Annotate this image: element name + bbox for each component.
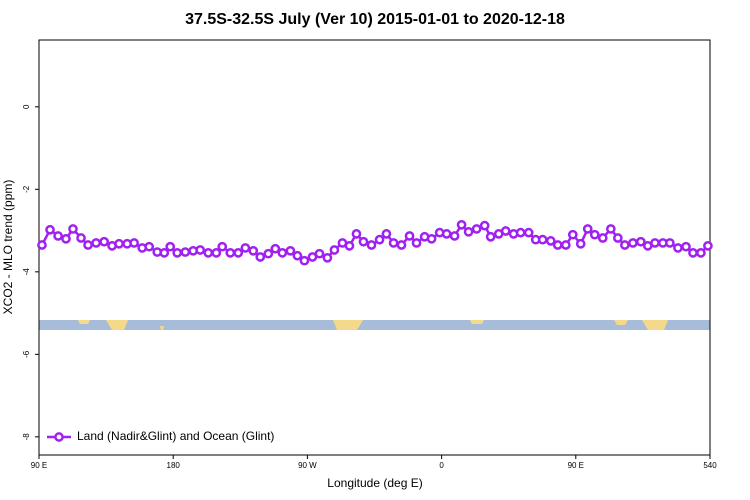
data-point <box>560 240 571 250</box>
data-point <box>277 248 288 258</box>
data-point <box>203 248 214 258</box>
data-point <box>240 243 251 253</box>
data-point <box>628 238 638 248</box>
x-tick-label: 0 <box>439 461 444 470</box>
data-point <box>665 238 675 248</box>
y-tick-label: -8 <box>22 433 31 441</box>
data-point <box>485 231 496 242</box>
data-point <box>225 248 236 258</box>
data-point <box>673 243 683 253</box>
data-point <box>523 227 534 238</box>
x-tick-label: 90 E <box>568 461 584 470</box>
data-point <box>195 245 206 255</box>
data-point <box>612 233 623 243</box>
data-point <box>426 233 437 244</box>
legend-label: Land (Nadir&Glint) and Ocean (Glint) <box>77 429 274 443</box>
data-point <box>589 229 600 240</box>
data-point <box>404 231 415 241</box>
data-point <box>396 240 407 250</box>
y-tick-label: -4 <box>22 268 31 276</box>
data-point <box>129 238 139 248</box>
data-point <box>515 227 526 238</box>
y-tick-label: -6 <box>22 350 31 358</box>
data-point <box>381 229 392 239</box>
data-point <box>53 231 63 241</box>
data-point <box>159 248 170 258</box>
data-point <box>605 224 616 234</box>
data-point <box>635 236 646 247</box>
data-point <box>696 248 706 258</box>
data-point <box>144 241 155 252</box>
data-point <box>37 240 47 250</box>
data-point <box>99 236 110 247</box>
data-point <box>322 252 333 263</box>
data-point <box>567 229 578 240</box>
data-point <box>552 240 563 250</box>
data-point <box>537 234 548 245</box>
y-tick-label: 0 <box>22 104 31 109</box>
data-point <box>688 248 698 258</box>
data-point <box>263 248 274 259</box>
data-point <box>703 240 713 251</box>
data-point <box>172 248 183 258</box>
data-point <box>545 236 556 246</box>
y-tick-label: -2 <box>22 185 31 193</box>
data-point <box>299 255 310 266</box>
data-point <box>76 233 86 243</box>
data-point <box>270 243 281 254</box>
data-point <box>83 240 93 250</box>
data-point <box>374 234 385 245</box>
chart-title: 37.5S-32.5S July (Ver 10) 2015-01-01 to … <box>185 11 565 28</box>
data-point <box>180 247 191 257</box>
data-point <box>582 224 593 234</box>
map-strip <box>39 320 710 330</box>
data-point <box>314 248 325 259</box>
data-point <box>620 240 630 250</box>
data-point <box>358 236 369 247</box>
data-point <box>456 219 467 230</box>
data-point <box>217 241 228 252</box>
data-point <box>479 220 490 231</box>
data-point <box>411 238 422 248</box>
data-point <box>388 238 399 248</box>
x-tick-label: 180 <box>167 461 181 470</box>
x-tick-label: 90 E <box>31 461 47 470</box>
data-point <box>61 233 71 244</box>
data-point <box>292 250 303 261</box>
data-point <box>45 224 55 235</box>
data-point <box>575 238 586 249</box>
data-point <box>597 233 608 243</box>
data-point <box>351 229 362 239</box>
data-point <box>681 241 691 252</box>
data-point <box>650 238 660 248</box>
x-tick-label: 540 <box>703 461 717 470</box>
data-point <box>233 248 244 258</box>
data-point <box>255 252 266 262</box>
x-tick-label: 90 W <box>298 461 317 470</box>
data-point <box>91 238 101 248</box>
data-point <box>463 226 474 237</box>
legend-marker <box>54 432 64 442</box>
data-point <box>500 226 511 236</box>
data-point <box>114 238 124 249</box>
data-point <box>449 231 460 241</box>
data-point <box>68 224 78 234</box>
data-point <box>165 241 176 252</box>
data-point <box>471 224 482 234</box>
x-axis-label: Longitude (deg E) <box>327 476 422 490</box>
data-point <box>329 245 340 255</box>
data-point <box>441 229 452 239</box>
data-point <box>248 245 259 256</box>
data-point <box>285 245 296 256</box>
data-point <box>211 248 222 258</box>
y-axis-label: XCO2 - MLO trend (ppm) <box>1 180 15 315</box>
data-point <box>366 240 377 250</box>
data-point <box>344 240 355 251</box>
